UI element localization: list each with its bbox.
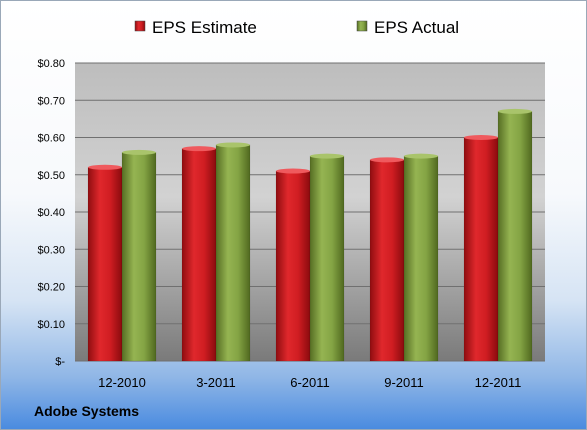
x-tick-label: 9-2011 xyxy=(384,375,424,390)
bar-actual xyxy=(403,155,439,362)
x-tick-label: 12-2010 xyxy=(98,375,146,390)
bar-top xyxy=(498,108,532,114)
bar-actual xyxy=(497,111,533,362)
bar-top xyxy=(276,168,310,174)
y-tick-label: $0.30 xyxy=(37,244,65,256)
bar-top xyxy=(182,146,216,152)
bar-top xyxy=(88,164,122,170)
y-tick-label: $0.20 xyxy=(37,282,65,294)
bar-top xyxy=(216,142,250,148)
legend-swatch xyxy=(356,20,368,32)
y-tick-label: $0.70 xyxy=(37,95,65,107)
bar-top xyxy=(310,153,344,159)
x-tick-label: 3-2011 xyxy=(196,375,236,390)
bar-estimate xyxy=(181,148,217,362)
y-tick-label: $0.50 xyxy=(37,170,65,182)
bar-actual xyxy=(121,152,157,362)
legend-swatch xyxy=(134,20,146,32)
bar-estimate xyxy=(275,170,311,362)
y-axis-tick-labels: $- $0.10 $0.20 $0.30 $0.40 $0.50 $0.60 $0.70 $0.… xyxy=(37,58,65,368)
bar-estimate xyxy=(87,167,123,362)
bar-top xyxy=(404,153,438,159)
y-tick-label: $0.60 xyxy=(37,133,65,145)
bars xyxy=(87,108,533,362)
y-tick-label: $- xyxy=(55,356,65,368)
legend: EPS Estimate EPS Actual xyxy=(134,18,459,37)
x-tick-label: 6-2011 xyxy=(290,375,330,390)
bar-top xyxy=(370,157,404,163)
legend-label: EPS Actual xyxy=(374,18,459,37)
bar-actual xyxy=(309,155,345,362)
y-tick-label: $0.80 xyxy=(37,58,65,70)
legend-label: EPS Estimate xyxy=(152,18,257,37)
x-tick-label: 12-2011 xyxy=(475,375,522,390)
bar-actual xyxy=(215,144,251,362)
bar-top xyxy=(464,135,498,140)
company-name: Adobe Systems xyxy=(34,403,140,419)
bar-estimate xyxy=(463,137,499,362)
y-tick-label: $0.40 xyxy=(37,207,65,219)
x-axis-tick-labels: 12-2010 3-2011 6-2011 9-2011 12-2011 xyxy=(98,375,521,390)
bar-estimate xyxy=(369,159,405,362)
bar-top xyxy=(122,149,156,155)
y-tick-label: $0.10 xyxy=(37,319,65,331)
